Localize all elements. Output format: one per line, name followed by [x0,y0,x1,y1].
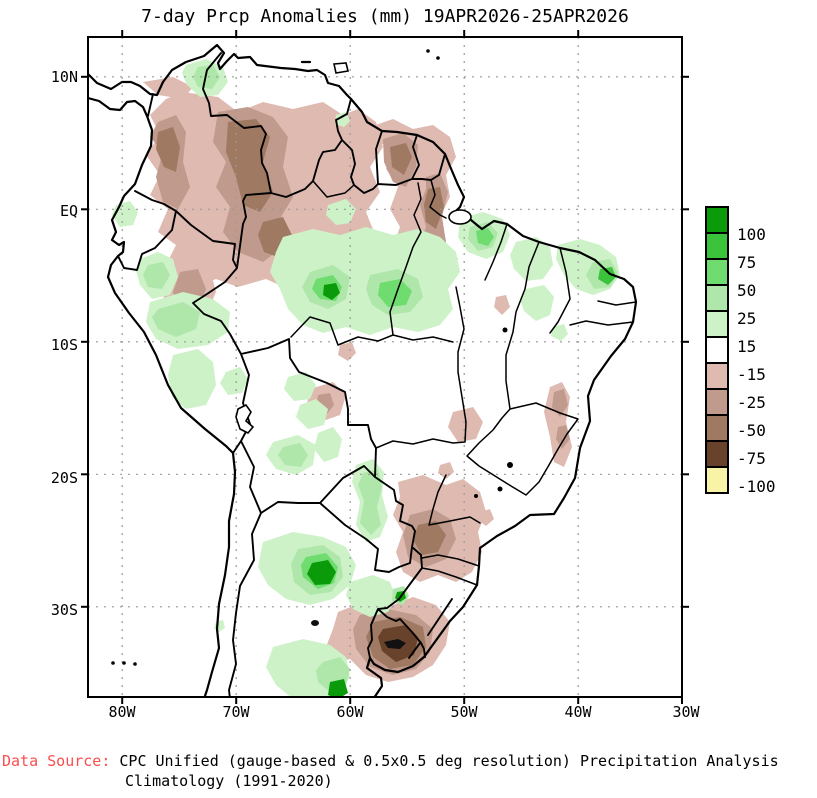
anomaly-region-wet-strong [301,228,494,589]
south-america-anomaly-map [81,30,689,704]
legend-value-label: 25 [737,309,757,328]
uruguay-reservoir [384,639,406,649]
lagoa-dos-patos [427,598,453,636]
data-source-line: Data Source: CPC Unified (gauge-based & … [2,752,779,770]
lat-tick-label: 10S [50,336,78,354]
legend-color-box [705,206,729,234]
anomaly-region-dry-med [150,107,570,675]
lat-tick-label: 30S [50,601,78,619]
data-source-text: CPC Unified (gauge-based & 0.5x0.5 deg r… [119,752,779,770]
country-borders [117,52,446,697]
legend-color-box [705,466,729,494]
anomaly-region-wet-vstrong [598,267,616,285]
legend-color-box [705,388,729,416]
islands-and-lakes [111,49,513,666]
juan-fernandez-dot [122,661,126,665]
legend-value-label: -15 [737,365,766,384]
lat-tick-label: EQ [59,202,78,220]
lat-tick-label: 10N [50,68,78,86]
color-legend: 100 75 50 25 15 -15 -25 -50 -75 -100 [705,206,776,496]
legend-value-label: -75 [737,449,766,468]
plot-frame [87,36,683,698]
legend-color-box [705,232,729,260]
legend-color-box [705,284,729,312]
legend-color-box [705,336,729,364]
lake-titicaca [235,403,255,434]
lon-tick-label: 80W [108,703,136,721]
lon-tick-label: 50W [450,703,478,721]
legend-value-label: 15 [737,337,757,356]
legend-color-box [705,310,729,338]
lon-tick-label: 30W [672,703,700,721]
legend-color-box [705,258,729,286]
state-borders [290,179,637,586]
axis-ticks [81,30,689,704]
anomaly-region-wet-light [112,59,620,697]
juan-fernandez-dot [111,661,115,665]
antilles-island-dot [426,49,430,53]
legend-color-box [705,414,729,442]
lat-tick-label: 20S [50,469,78,487]
juan-fernandez-dot [133,662,137,666]
map-title: 7-day Prcp Anomalies (mm) 19APR2026-25AP… [141,6,629,27]
data-source-label: Data Source: [2,752,111,770]
lagoa-mirim [408,642,421,659]
lon-tick-label: 70W [222,703,250,721]
antilles-island-dot [436,56,440,60]
lon-tick-label: 60W [336,703,364,721]
coastline [88,43,638,697]
marajo-island [448,209,472,225]
legend-color-box [705,440,729,468]
legend-value-label: 50 [737,281,757,300]
legend-color-boxes [705,206,729,494]
grid-lines [88,37,682,697]
reservoir-dot [507,462,513,468]
legend-value-label: -100 [737,477,776,496]
reservoir-dot [474,494,478,498]
trinidad-island [333,62,349,74]
legend-color-box [705,362,729,390]
lon-tick-label: 40W [564,703,592,721]
legend-value-label: -50 [737,421,766,440]
reservoir-dot [502,327,508,333]
legend-value-label: -25 [737,393,766,412]
data-source-line2: Climatology (1991-2020) [125,772,333,790]
legend-value-label: 75 [737,253,757,272]
mar-chiquita-lake [311,620,319,626]
legend-value-label: 100 [737,225,766,244]
reservoir-dot [497,486,503,492]
